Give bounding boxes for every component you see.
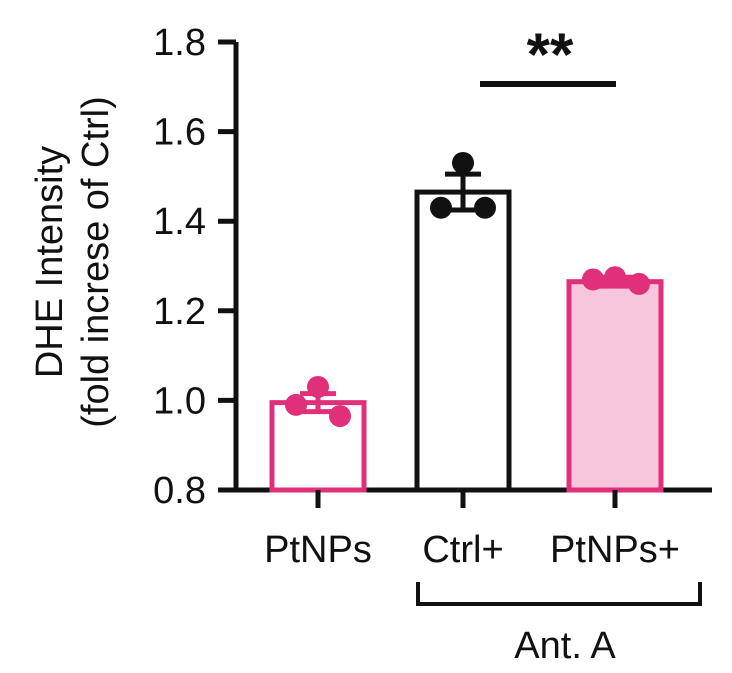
y-axis-label: DHE Intensity [29,146,71,378]
data-point [604,266,626,289]
group-bracket [416,582,702,606]
x-ticks: PtNPs Ctrl+ PtNPs+ [264,490,680,571]
data-point [329,405,351,428]
data-point [452,151,474,174]
bar [414,189,512,493]
data-point [430,196,452,219]
x-tick-label: Ctrl+ [422,529,503,571]
group-label: Ant. A [514,625,616,667]
data-point [474,196,496,219]
x-tick-label: PtNPs [264,529,372,571]
x-tick-label: PtNPs+ [550,529,680,571]
data-point [628,272,650,295]
bar [566,279,664,493]
data-point [582,268,604,291]
y-tick-label: 1.6 [153,112,206,154]
data-point [307,375,329,398]
y-tick-label: 1.4 [153,201,206,243]
y-tick-label: 0.8 [153,470,206,512]
bars [269,151,664,493]
y-tick-label: 1.8 [153,22,206,64]
y-axis-label-sub: (fold increse of Ctrl) [75,96,117,428]
data-point [285,393,307,416]
y-tick-label: 1.0 [153,380,206,422]
significance-marker: ** [527,21,574,88]
y-ticks: 0.8 1.0 1.2 1.4 1.6 1.8 [153,22,236,512]
y-tick-label: 1.2 [153,291,206,333]
